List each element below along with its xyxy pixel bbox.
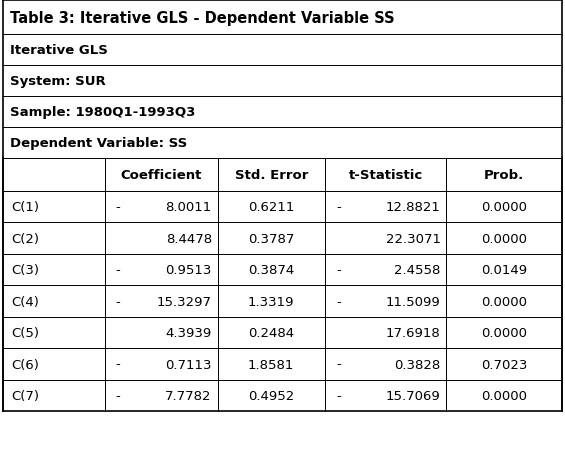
- Text: 0.0000: 0.0000: [481, 232, 527, 245]
- Text: 17.6918: 17.6918: [386, 326, 441, 339]
- Text: C(7): C(7): [11, 389, 40, 402]
- Text: -: -: [336, 358, 341, 371]
- Text: 0.3787: 0.3787: [248, 232, 294, 245]
- Text: C(3): C(3): [11, 263, 40, 277]
- Text: C(4): C(4): [11, 295, 39, 308]
- Text: System: SUR: System: SUR: [10, 75, 105, 87]
- Text: t-Statistic: t-Statistic: [349, 168, 423, 182]
- Text: 11.5099: 11.5099: [386, 295, 441, 308]
- Text: 8.0011: 8.0011: [166, 201, 212, 214]
- Text: 0.0000: 0.0000: [481, 389, 527, 402]
- Text: 0.6211: 0.6211: [248, 201, 294, 214]
- Text: 0.9513: 0.9513: [166, 263, 212, 277]
- Text: 7.7782: 7.7782: [166, 389, 212, 402]
- Text: 8.4478: 8.4478: [166, 232, 212, 245]
- Text: 0.3828: 0.3828: [394, 358, 441, 371]
- Text: 0.7023: 0.7023: [481, 358, 528, 371]
- Text: C(2): C(2): [11, 232, 40, 245]
- Text: C(1): C(1): [11, 201, 40, 214]
- Text: 4.3939: 4.3939: [166, 326, 212, 339]
- Text: 2.4558: 2.4558: [394, 263, 441, 277]
- Text: 12.8821: 12.8821: [386, 201, 441, 214]
- Text: 0.0149: 0.0149: [481, 263, 527, 277]
- Text: Coefficient: Coefficient: [120, 168, 202, 182]
- Text: Table 3: Iterative GLS - Dependent Variable SS: Table 3: Iterative GLS - Dependent Varia…: [10, 10, 394, 25]
- Text: C(5): C(5): [11, 326, 40, 339]
- Text: 0.0000: 0.0000: [481, 295, 527, 308]
- Text: 15.7069: 15.7069: [386, 389, 441, 402]
- Text: -: -: [116, 263, 120, 277]
- Text: Prob.: Prob.: [484, 168, 524, 182]
- Text: 15.3297: 15.3297: [157, 295, 212, 308]
- Text: 22.3071: 22.3071: [386, 232, 441, 245]
- Text: Iterative GLS: Iterative GLS: [10, 44, 107, 56]
- Text: -: -: [336, 201, 341, 214]
- Text: 1.3319: 1.3319: [248, 295, 294, 308]
- Text: 0.4952: 0.4952: [248, 389, 294, 402]
- Text: Sample: 1980Q1-1993Q3: Sample: 1980Q1-1993Q3: [10, 106, 195, 118]
- Text: -: -: [116, 295, 120, 308]
- Text: 0.0000: 0.0000: [481, 326, 527, 339]
- Text: 0.3874: 0.3874: [248, 263, 294, 277]
- Text: -: -: [336, 389, 341, 402]
- Text: 0.2484: 0.2484: [248, 326, 294, 339]
- Text: Dependent Variable: SS: Dependent Variable: SS: [10, 136, 187, 149]
- Text: 1.8581: 1.8581: [248, 358, 294, 371]
- Text: -: -: [116, 201, 120, 214]
- Text: C(6): C(6): [11, 358, 39, 371]
- Text: Std. Error: Std. Error: [234, 168, 308, 182]
- Text: -: -: [116, 358, 120, 371]
- Text: -: -: [336, 295, 341, 308]
- Text: 0.0000: 0.0000: [481, 201, 527, 214]
- Text: 0.7113: 0.7113: [166, 358, 212, 371]
- Text: -: -: [116, 389, 120, 402]
- Text: -: -: [336, 263, 341, 277]
